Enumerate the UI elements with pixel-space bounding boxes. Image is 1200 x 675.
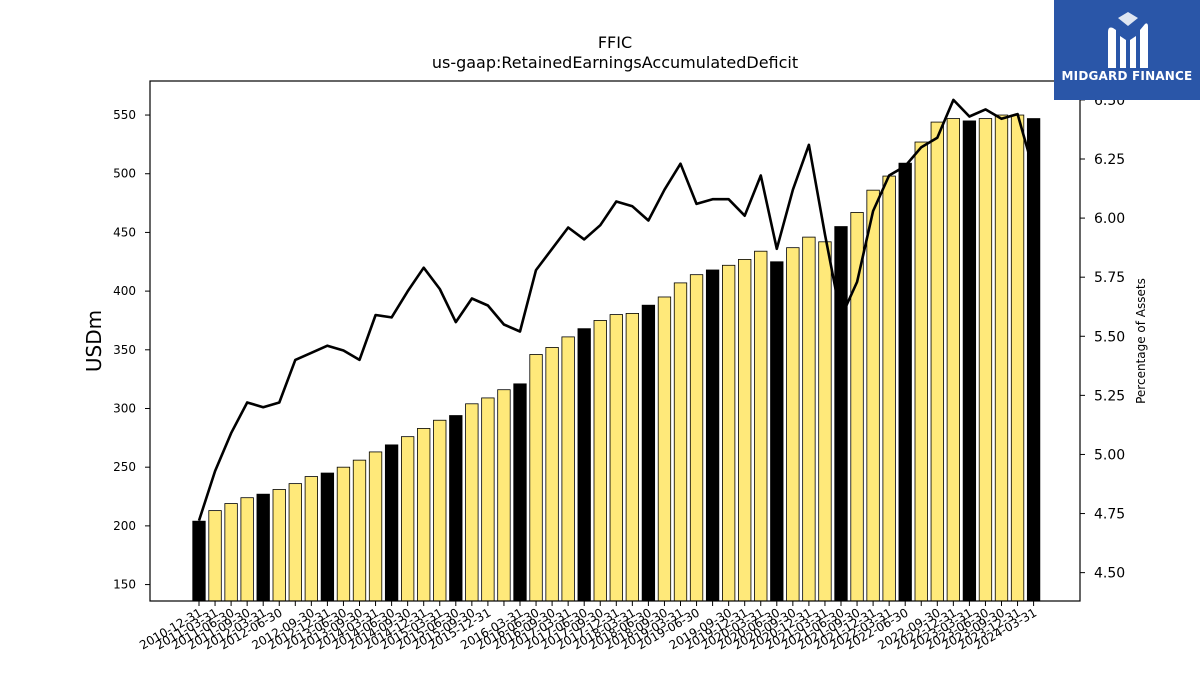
bar: [384, 444, 399, 602]
bar: [336, 466, 351, 602]
bar: [738, 259, 752, 602]
bar: [449, 415, 463, 602]
bar: [818, 241, 832, 602]
bar: [946, 118, 960, 602]
bar: [352, 459, 367, 602]
logo-text: MIDGARD FINANCE: [1061, 69, 1193, 83]
bar: [770, 261, 784, 602]
y-tick-label: 350: [113, 343, 136, 357]
bar: [866, 189, 880, 602]
bar: [240, 497, 254, 602]
bar: [368, 451, 383, 602]
y2-axis-label: Percentage of Assets: [1134, 278, 1148, 404]
chart-subtitle: us-gaap:RetainedEarningsAccumulatedDefic…: [432, 53, 798, 72]
brand-logo: MIDGARD FINANCE: [1054, 0, 1200, 100]
bar: [962, 120, 977, 602]
bar: [529, 354, 543, 602]
bar: [609, 314, 623, 602]
bar-series: [192, 114, 1041, 602]
bar: [898, 162, 912, 602]
bar: [754, 250, 768, 602]
y-tick-label: 500: [113, 167, 136, 181]
bar: [930, 121, 944, 602]
y-axis-left: 150 200 250 300 350 400 450 500 550: [113, 108, 150, 592]
bar: [433, 419, 447, 602]
bar: [320, 472, 335, 602]
bar: [705, 269, 720, 602]
plot-frame: [149, 80, 1081, 602]
x-axis: 2010-12-312011-03-312011-06-302011-09-30…: [137, 601, 1039, 652]
y-axis-label: USDm: [82, 310, 106, 372]
bar: [577, 328, 591, 602]
bar: [272, 489, 286, 602]
bar: [1010, 114, 1025, 602]
y-tick-label: 200: [113, 519, 136, 533]
y2-tick-label: 4.50: [1094, 566, 1125, 582]
y2-tick-label: 5.50: [1094, 329, 1125, 345]
y-tick-label: 400: [113, 284, 136, 298]
bar: [288, 483, 302, 602]
bar: [224, 503, 238, 602]
bar: [786, 247, 800, 602]
chart-title: FFIC: [598, 33, 632, 52]
bar: [802, 236, 816, 602]
y2-tick-label: 5.75: [1094, 270, 1125, 286]
percentage-line: [197, 98, 1035, 522]
bar: [914, 141, 928, 602]
bar: [1026, 118, 1041, 602]
y2-tick-label: 4.75: [1094, 507, 1125, 523]
y-tick-label: 550: [113, 108, 136, 122]
bar: [722, 264, 736, 602]
bar: [882, 175, 896, 602]
bar: [673, 282, 688, 602]
bar: [513, 383, 527, 602]
bar: [481, 397, 495, 602]
bar: [208, 510, 222, 602]
y-tick-label: 450: [113, 225, 136, 239]
y-tick-label: 250: [113, 460, 136, 474]
bar: [304, 476, 319, 602]
bar: [192, 520, 206, 602]
y2-tick-label: 5.25: [1094, 388, 1125, 404]
bar: [625, 313, 639, 602]
bar: [400, 436, 415, 602]
y2-tick-label: 6.00: [1094, 211, 1125, 227]
bar: [465, 403, 479, 602]
y-tick-label: 150: [113, 578, 136, 592]
bar: [641, 304, 656, 602]
y-tick-label: 300: [113, 401, 136, 415]
y2-tick-label: 6.25: [1094, 152, 1125, 168]
bar: [497, 389, 511, 602]
line-series: [197, 98, 1035, 522]
y2-tick-label: 5.00: [1094, 447, 1125, 463]
bar: [850, 212, 864, 602]
bar: [561, 336, 575, 602]
y-axis-right: 4.504.755.005.255.505.756.006.256.50: [1080, 93, 1125, 582]
bar: [689, 274, 704, 602]
bar: [593, 320, 607, 602]
bar: [994, 114, 1009, 602]
bar: [834, 226, 848, 602]
bar: [256, 493, 270, 602]
bar: [978, 118, 993, 602]
bar: [417, 428, 431, 602]
bar: [657, 296, 672, 602]
bar: [545, 347, 559, 602]
logo-mark-icon: [1108, 12, 1148, 68]
